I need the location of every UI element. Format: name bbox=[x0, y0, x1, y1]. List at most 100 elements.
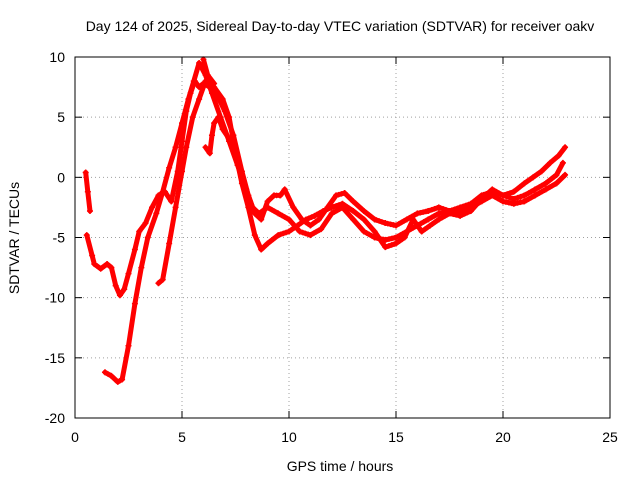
data-point bbox=[153, 210, 160, 217]
data-point bbox=[83, 232, 90, 239]
data-point bbox=[311, 212, 318, 219]
data-point bbox=[159, 276, 166, 283]
series-track-b bbox=[82, 169, 93, 215]
data-point bbox=[142, 220, 149, 227]
x-tick-label: 15 bbox=[388, 429, 404, 445]
data-point bbox=[371, 228, 378, 235]
data-point bbox=[275, 232, 282, 239]
data-point bbox=[427, 222, 434, 229]
data-point bbox=[510, 200, 517, 207]
data-point bbox=[489, 186, 496, 193]
data-point bbox=[179, 138, 185, 145]
data-point bbox=[271, 192, 278, 199]
data-point bbox=[215, 114, 222, 121]
data-point bbox=[393, 234, 399, 241]
data-point bbox=[360, 216, 367, 223]
data-point bbox=[350, 216, 357, 223]
data-point bbox=[264, 204, 271, 211]
series-marker-texture bbox=[84, 174, 91, 214]
x-tick-label: 10 bbox=[281, 429, 297, 445]
data-point bbox=[168, 198, 175, 205]
data-point bbox=[258, 216, 265, 223]
axis-ticks bbox=[74, 56, 611, 419]
data-point bbox=[403, 216, 410, 223]
x-tick-labels: 0 5 10 15 20 25 bbox=[71, 429, 618, 445]
data-point bbox=[542, 180, 549, 187]
x-tick-label: 0 bbox=[71, 429, 79, 445]
data-point bbox=[125, 342, 132, 349]
data-point bbox=[112, 282, 119, 289]
data-point bbox=[144, 234, 151, 241]
data-point bbox=[555, 152, 562, 159]
data-point bbox=[136, 228, 143, 235]
data-point bbox=[277, 192, 284, 199]
data-point bbox=[521, 180, 528, 187]
data-point bbox=[425, 208, 432, 215]
data-point bbox=[208, 132, 215, 139]
y-tick-label: 10 bbox=[49, 49, 65, 65]
data-point bbox=[542, 186, 549, 193]
data-point bbox=[190, 78, 197, 85]
data-point bbox=[119, 376, 126, 383]
x-tick-label: 25 bbox=[602, 429, 618, 445]
data-point bbox=[155, 280, 162, 287]
data-point bbox=[315, 216, 322, 223]
data-point bbox=[435, 204, 442, 211]
data-point bbox=[553, 180, 560, 187]
y-tick-label: -15 bbox=[45, 350, 65, 366]
data-point bbox=[114, 378, 121, 385]
data-point bbox=[467, 208, 474, 215]
data-point bbox=[108, 372, 115, 379]
data-point bbox=[328, 210, 335, 217]
data-point bbox=[521, 192, 528, 199]
data-point bbox=[251, 232, 258, 239]
data-point bbox=[510, 188, 517, 195]
data-point bbox=[500, 198, 506, 205]
data-point bbox=[245, 204, 252, 211]
data-point bbox=[264, 240, 271, 247]
data-point bbox=[333, 192, 340, 199]
data-point bbox=[303, 216, 310, 223]
data-point bbox=[97, 265, 104, 272]
data-point bbox=[275, 210, 282, 217]
data-point bbox=[538, 168, 545, 175]
data-point bbox=[410, 216, 417, 223]
series-track-d bbox=[155, 78, 569, 287]
data-point bbox=[425, 216, 432, 223]
series-track-f bbox=[200, 56, 218, 87]
data-point bbox=[435, 210, 442, 217]
data-point bbox=[350, 198, 357, 205]
y-tick-label: 0 bbox=[57, 169, 65, 185]
data-point bbox=[393, 222, 399, 229]
data-point bbox=[435, 216, 442, 223]
data-point bbox=[307, 232, 314, 239]
data-point bbox=[489, 192, 496, 199]
data-point bbox=[532, 192, 539, 199]
data-point bbox=[125, 270, 132, 277]
data-point bbox=[521, 198, 528, 205]
data-point bbox=[446, 210, 453, 217]
data-point bbox=[82, 169, 89, 176]
data-point bbox=[286, 228, 292, 235]
data-point bbox=[264, 198, 271, 205]
data-point bbox=[414, 210, 421, 217]
data-point bbox=[328, 204, 335, 211]
data-point bbox=[179, 168, 185, 175]
data-point bbox=[219, 126, 226, 133]
data-point bbox=[296, 228, 303, 235]
data-point bbox=[258, 246, 265, 253]
grid-lines bbox=[75, 57, 610, 418]
data-point bbox=[382, 244, 389, 251]
data-point bbox=[350, 208, 357, 215]
data-point bbox=[418, 228, 425, 235]
data-point bbox=[166, 240, 173, 247]
data-point bbox=[208, 90, 215, 97]
data-point bbox=[172, 144, 179, 151]
x-tick-label: 5 bbox=[178, 429, 186, 445]
data-point bbox=[371, 216, 378, 223]
data-point bbox=[382, 220, 389, 227]
data-point bbox=[232, 150, 239, 157]
data-point bbox=[341, 189, 348, 196]
data-point bbox=[202, 78, 209, 85]
